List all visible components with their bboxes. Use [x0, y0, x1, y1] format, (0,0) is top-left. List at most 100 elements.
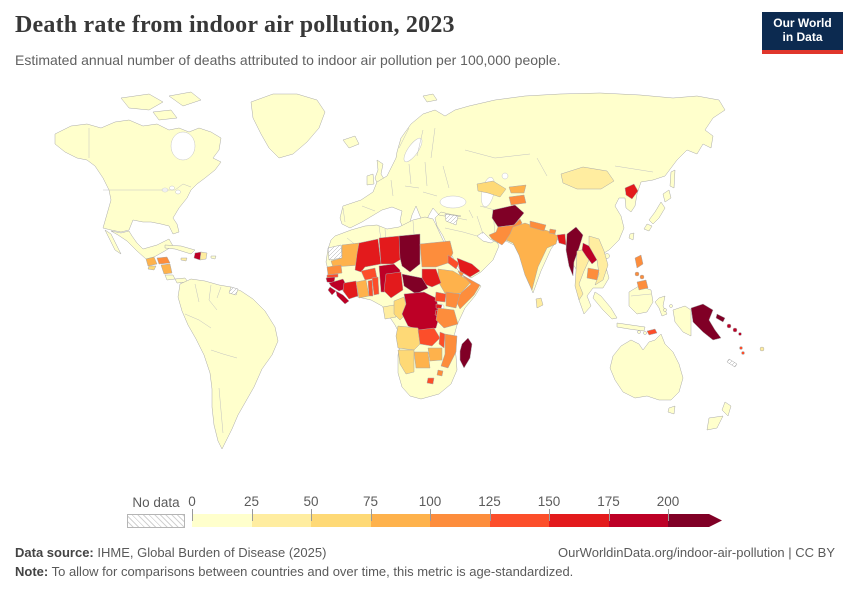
- country-solomon-islands[interactable]: [732, 327, 738, 333]
- legend-arrow-segment[interactable]: [668, 514, 722, 527]
- country-jamaica[interactable]: [180, 257, 188, 262]
- country-gabon[interactable]: [382, 304, 397, 320]
- country-somalia[interactable]: [455, 274, 481, 310]
- country-new-caledonia[interactable]: [726, 358, 738, 368]
- legend-no-data-swatch[interactable]: [127, 514, 185, 528]
- country-myanmar[interactable]: [565, 226, 584, 277]
- country-cuba[interactable]: [164, 244, 196, 255]
- country-papua-new-guinea[interactable]: [690, 303, 722, 341]
- country-australia[interactable]: [609, 333, 684, 401]
- arctic-island[interactable]: [168, 91, 202, 107]
- country-eswatini[interactable]: [436, 369, 444, 377]
- country-north-korea[interactable]: [624, 183, 639, 200]
- country-philippines[interactable]: [639, 274, 645, 280]
- arctic-island[interactable]: [152, 109, 178, 121]
- country-yemen[interactable]: [456, 257, 481, 278]
- country-puerto-rico[interactable]: [210, 255, 217, 260]
- country-botswana[interactable]: [413, 351, 431, 369]
- country-mali[interactable]: [354, 238, 382, 273]
- island-moluccas[interactable]: [663, 308, 667, 312]
- region-south-america[interactable]: [177, 278, 279, 450]
- country-syria[interactable]: [444, 213, 459, 226]
- country-kyrgyzstan[interactable]: [508, 184, 527, 194]
- country-eritrea[interactable]: [447, 254, 460, 270]
- country-lesotho[interactable]: [426, 377, 435, 385]
- country-japan[interactable]: [648, 201, 666, 225]
- country-senegal[interactable]: [326, 264, 343, 276]
- country-uganda[interactable]: [434, 291, 447, 303]
- country-mongolia[interactable]: [560, 166, 615, 190]
- country-central-african-republic[interactable]: [401, 273, 429, 295]
- country-french-guiana[interactable]: [228, 286, 239, 296]
- country-namibia[interactable]: [397, 349, 415, 375]
- legend-segment[interactable]: [370, 514, 430, 527]
- island-moluccas[interactable]: [669, 304, 673, 308]
- country-zambia[interactable]: [417, 327, 441, 347]
- country-chad[interactable]: [398, 233, 421, 273]
- country-liberia[interactable]: [335, 290, 350, 305]
- country-cambodia[interactable]: [586, 267, 600, 281]
- country-svalbard[interactable]: [422, 93, 438, 103]
- country-solomon-islands[interactable]: [738, 332, 742, 336]
- island-lesser-sunda[interactable]: [643, 331, 647, 335]
- country-madagascar[interactable]: [459, 337, 473, 369]
- country-united-states-canada[interactable]: [54, 119, 222, 235]
- country-bangladesh[interactable]: [556, 233, 567, 246]
- country-mexico[interactable]: [110, 230, 174, 260]
- country-iceland[interactable]: [342, 135, 360, 149]
- legend-segment[interactable]: [608, 514, 668, 527]
- country-honduras[interactable]: [156, 256, 171, 265]
- country-papua-new-guinea[interactable]: [715, 313, 726, 323]
- country-angola[interactable]: [395, 325, 421, 351]
- country-ireland[interactable]: [366, 173, 375, 186]
- country-sierra-leone[interactable]: [327, 286, 337, 296]
- legend-segment[interactable]: [489, 514, 549, 527]
- country-timor-leste[interactable]: [646, 328, 658, 336]
- attribution-link[interactable]: OurWorldinData.org/indoor-air-pollution …: [558, 545, 835, 560]
- country-solomon-islands[interactable]: [726, 323, 732, 329]
- country-vietnam[interactable]: [588, 235, 609, 286]
- island-sulawesi[interactable]: [654, 295, 668, 317]
- island-lesser-sunda[interactable]: [637, 330, 641, 334]
- country-taiwan[interactable]: [628, 232, 635, 241]
- country-japan[interactable]: [643, 223, 653, 232]
- country-costa-rica[interactable]: [164, 274, 176, 281]
- country-kenya[interactable]: [445, 291, 461, 309]
- country-philippines[interactable]: [636, 279, 649, 291]
- country-zimbabwe[interactable]: [427, 347, 443, 362]
- country-greenland[interactable]: [250, 93, 326, 159]
- arctic-island[interactable]: [120, 93, 164, 111]
- country-togo[interactable]: [367, 279, 374, 297]
- country-fiji[interactable]: [759, 346, 765, 352]
- island-tasmania[interactable]: [667, 405, 676, 415]
- country-vanuatu[interactable]: [739, 346, 743, 350]
- country-cote-divoire[interactable]: [342, 280, 359, 300]
- country-japan[interactable]: [662, 189, 672, 203]
- country-nepal[interactable]: [529, 220, 547, 232]
- country-sri-lanka[interactable]: [535, 297, 544, 309]
- country-uzbekistan[interactable]: [476, 180, 507, 198]
- country-baja[interactable]: [104, 229, 122, 255]
- country-niger[interactable]: [378, 235, 404, 265]
- owid-logo[interactable]: Our World in Data: [762, 12, 843, 54]
- country-philippines[interactable]: [634, 254, 644, 269]
- legend-segment[interactable]: [430, 514, 490, 527]
- country-el-salvador[interactable]: [147, 265, 157, 271]
- country-guatemala[interactable]: [145, 256, 158, 267]
- country-philippines[interactable]: [634, 271, 640, 277]
- country-mozambique[interactable]: [440, 333, 458, 369]
- island-java[interactable]: [616, 322, 646, 332]
- country-vanuatu[interactable]: [741, 351, 745, 355]
- country-new-zealand[interactable]: [721, 401, 732, 417]
- island-sumatra[interactable]: [592, 291, 618, 320]
- island-borneo[interactable]: [628, 285, 654, 315]
- country-tajikistan[interactable]: [508, 194, 527, 206]
- legend-segment[interactable]: [251, 514, 311, 527]
- island-west-papua[interactable]: [672, 305, 692, 337]
- island-sakhalin[interactable]: [669, 169, 676, 189]
- country-ethiopia[interactable]: [437, 268, 472, 296]
- legend-segment[interactable]: [549, 514, 609, 527]
- legend-segment[interactable]: [311, 514, 371, 527]
- country-dominican-republic[interactable]: [199, 251, 208, 261]
- country-malawi[interactable]: [438, 331, 446, 349]
